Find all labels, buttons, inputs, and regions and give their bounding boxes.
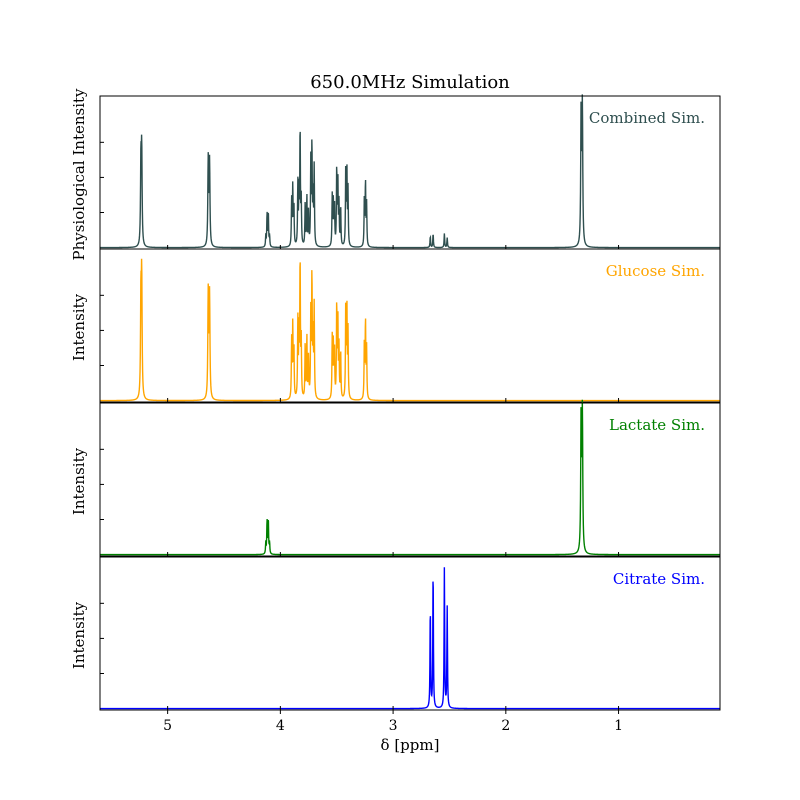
combined-sim-series-line bbox=[100, 94, 720, 249]
combined-sim-y-axis-label: Physiological Intensity bbox=[70, 88, 88, 261]
citrate-sim-y-axis-label: Intensity bbox=[70, 601, 88, 669]
x-axis-ticks: 5 4 3 2 1 bbox=[163, 710, 623, 734]
x-tick-label: 2 bbox=[501, 718, 510, 734]
glucose-sim-axes-frame bbox=[99, 248, 721, 403]
citrate-sim-series-line bbox=[100, 567, 720, 710]
x-tick-label: 1 bbox=[614, 718, 623, 734]
x-tick-label: 3 bbox=[389, 718, 398, 734]
x-tick-label: 5 bbox=[163, 718, 172, 734]
x-axis-label: δ [ppm] bbox=[381, 736, 440, 754]
x-tick-label: 4 bbox=[276, 718, 285, 734]
glucose-sim-panel: Glucose Sim. Intensity bbox=[70, 248, 721, 403]
citrate-sim-panel: Citrate Sim. Intensity bbox=[70, 556, 721, 711]
glucose-sim-series-line bbox=[100, 258, 720, 402]
lactate-sim-series-label: Lactate Sim. bbox=[609, 416, 705, 434]
lactate-sim-panel: Lactate Sim. Intensity bbox=[70, 399, 721, 557]
glucose-sim-series-label: Glucose Sim. bbox=[606, 262, 705, 280]
combined-sim-series-label: Combined Sim. bbox=[589, 109, 705, 127]
lactate-sim-y-axis-label: Intensity bbox=[70, 447, 88, 515]
chart-title: 650.0MHz Simulation bbox=[310, 72, 510, 93]
lactate-sim-series-line bbox=[100, 399, 720, 556]
glucose-sim-y-axis-label: Intensity bbox=[70, 293, 88, 361]
combined-sim-panel: Combined Sim. Physiological Intensity bbox=[70, 88, 721, 261]
citrate-sim-series-label: Citrate Sim. bbox=[613, 570, 705, 588]
lactate-sim-axes-frame bbox=[99, 402, 721, 557]
panels: Combined Sim.Physiological IntensityGluc… bbox=[70, 88, 721, 711]
citrate-sim-axes-frame bbox=[99, 556, 721, 711]
